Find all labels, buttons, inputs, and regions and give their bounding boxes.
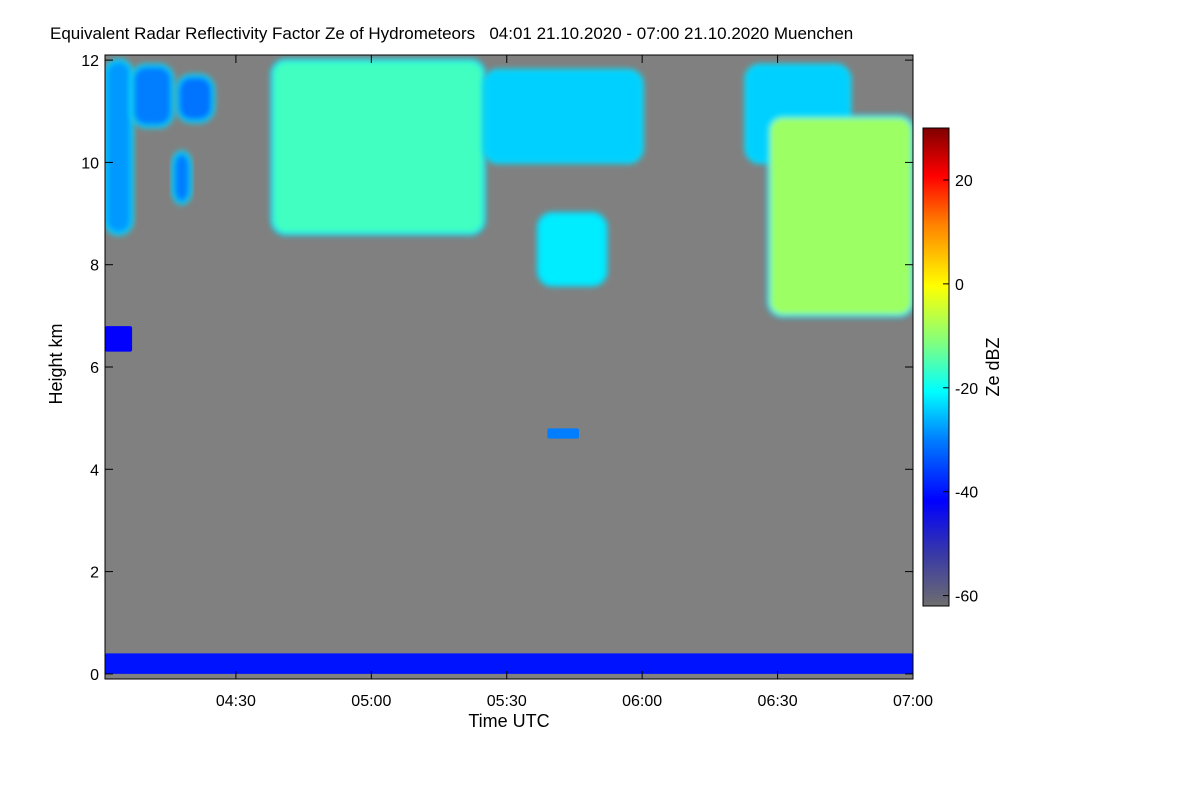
y-axis-label: Height km <box>46 323 66 404</box>
x-axis-label: Time UTC <box>468 711 549 731</box>
x-tick-label: 05:00 <box>351 693 391 710</box>
colorbar-label: Ze dBZ <box>983 337 1003 396</box>
colorbar-axis: 20 0 -20 -40 -60 <box>943 173 978 606</box>
y-tick-label: 10 <box>81 155 99 172</box>
x-tick-label: 06:00 <box>622 693 662 710</box>
echo-upper-cloud-fragment-b <box>171 150 193 205</box>
echo-ground-clutter <box>105 653 913 674</box>
x-tick-label: 04:30 <box>216 693 256 710</box>
chart-title: Equivalent Radar Reflectivity Factor Ze … <box>50 24 853 43</box>
y-tick-label: 6 <box>90 360 99 377</box>
y-axis: 0 2 4 6 8 10 12 <box>81 53 913 684</box>
colorbar-tick-label: -20 <box>955 381 978 398</box>
colorbar-tick-label: 0 <box>955 277 964 294</box>
x-tick-label: 07:00 <box>893 693 933 710</box>
x-axis: 04:30 05:00 05:30 06:00 06:30 07:00 <box>216 55 933 710</box>
colorbar <box>922 127 950 607</box>
colorbar-tick-label: -60 <box>955 589 978 606</box>
y-tick-label: 12 <box>81 53 99 70</box>
echo-upper-cloud-fragment-c <box>175 73 215 123</box>
y-tick-label: 0 <box>90 667 99 684</box>
colorbar-tick-label: -40 <box>955 485 978 502</box>
echo-thin-layer-6.5km <box>105 326 133 352</box>
y-tick-label: 4 <box>90 462 99 479</box>
colorbar-tick-label: 20 <box>955 173 973 190</box>
y-tick-label: 2 <box>90 565 99 582</box>
echo-upper-cloud-east <box>482 68 644 164</box>
x-tick-label: 05:30 <box>487 693 527 710</box>
echo-thin-layer-4.7km <box>547 428 579 439</box>
echo-layer <box>105 58 913 674</box>
echo-deep-cloud-east <box>767 114 913 318</box>
echo-upper-cloud-main <box>270 58 486 236</box>
echo-upper-cloud-west <box>105 58 134 236</box>
echo-upper-cloud-fragment-a <box>130 63 175 129</box>
x-tick-label: 06:30 <box>758 693 798 710</box>
echo-cloud-band-8km <box>536 212 608 287</box>
y-tick-label: 8 <box>90 258 99 275</box>
